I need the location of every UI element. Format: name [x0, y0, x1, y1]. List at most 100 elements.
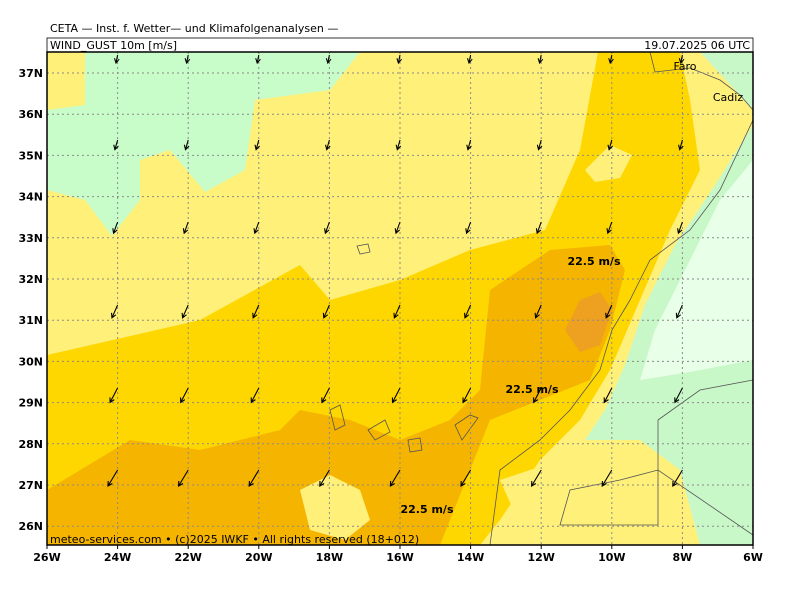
wind-arrow [389, 469, 401, 487]
lat-label: 30N [18, 355, 43, 368]
field-yellow-south [500, 460, 600, 525]
lon-label: 20W [245, 551, 272, 564]
wind-arrow [535, 221, 542, 235]
wind-arrow [391, 387, 401, 404]
wind-arrow [107, 469, 119, 487]
wind-arrow [325, 139, 331, 151]
lat-label: 28N [18, 438, 43, 451]
contour-label: 22.5 m/s [506, 383, 559, 396]
lat-label: 34N [18, 191, 43, 204]
wind-arrow [536, 139, 543, 151]
wind-arrow [254, 139, 260, 151]
island [454, 414, 479, 441]
wind-arrow [465, 221, 472, 235]
coastline-iberia [649, 52, 753, 111]
lat-label: 26N [18, 520, 43, 533]
wind-arrow [606, 221, 613, 235]
wind-arrow [113, 139, 119, 151]
place-label: Cadiz [713, 91, 743, 104]
wind-arrow [248, 469, 260, 487]
wind-arrow [112, 221, 119, 235]
wind-arrow [466, 139, 472, 151]
lon-label: 16W [386, 551, 413, 564]
lon-label: 6W [743, 551, 763, 564]
wind-arrow [533, 387, 542, 404]
wind-arrow [253, 221, 260, 235]
wind-arrow [321, 387, 330, 404]
border [559, 379, 753, 536]
wind-arrow [672, 469, 683, 487]
wind-arrow [181, 304, 189, 319]
lon-label: 8W [673, 551, 693, 564]
lon-label: 24W [104, 551, 131, 564]
wind-arrow [463, 304, 472, 319]
lat-label: 31N [18, 314, 43, 327]
wind-arrow [113, 54, 120, 65]
wind-arrow [601, 469, 613, 487]
wind-arrow [608, 54, 614, 65]
graticule [47, 52, 753, 545]
lat-label: 33N [18, 232, 43, 245]
wind-arrow [603, 387, 613, 404]
wind-arrow [396, 54, 403, 65]
wind-arrow [110, 304, 119, 319]
wind-arrow [534, 304, 542, 319]
wind-arrow [184, 54, 191, 65]
wind-arrow [607, 139, 613, 151]
lat-label: 36N [18, 108, 43, 121]
wind-arrow [537, 54, 544, 65]
lat-label: 37N [18, 67, 43, 80]
wind-arrow [319, 469, 330, 487]
wind-arrow [250, 387, 260, 404]
field-name: WIND_GUST 10m [m/s] [50, 39, 177, 52]
wind-arrow [395, 139, 402, 151]
wind-arrow [675, 304, 683, 319]
field-green [47, 52, 360, 236]
island [407, 437, 423, 453]
contour-label: 22.5 m/s [401, 503, 454, 516]
wind-arrow [325, 54, 332, 65]
copyright: meteo-services.com • (c)2025 IWKF • All … [50, 533, 419, 546]
lon-label: 22W [174, 551, 201, 564]
title: CETA — Inst. f. Wetter— und Klimafolgena… [50, 22, 338, 35]
wind-arrow [178, 469, 189, 487]
wind-arrow [605, 304, 613, 319]
wind-arrow [678, 54, 685, 65]
field-gold [47, 52, 700, 545]
wind-arrow [255, 54, 261, 65]
field-yellow-spot [585, 145, 632, 182]
wind-arrow [324, 221, 330, 235]
lat-label: 35N [18, 149, 43, 162]
wind-arrow [678, 139, 684, 151]
field-green-ne [700, 52, 753, 110]
place-label: Faro [673, 60, 696, 73]
wind-arrow [674, 387, 683, 404]
wind-arrow [462, 387, 472, 404]
coastline-africa [489, 119, 753, 545]
island [329, 404, 346, 431]
wind-arrow [182, 221, 189, 235]
wind-arrow [252, 304, 260, 319]
wind-arrow [394, 221, 401, 235]
wind-arrow [677, 221, 683, 235]
island [367, 419, 391, 441]
wind-arrow [109, 387, 119, 404]
wind-arrow [393, 304, 401, 319]
field-yellow-blob [300, 475, 370, 540]
contour-label: 22.5 m/s [568, 255, 621, 268]
lon-label: 10W [598, 551, 625, 564]
wind-arrow [180, 387, 189, 404]
wind-arrow [183, 139, 190, 151]
wind-arrow [531, 469, 542, 487]
lat-label: 27N [18, 479, 43, 492]
wind-arrow [466, 54, 473, 65]
wind-arrow [460, 469, 472, 487]
lon-label: 18W [316, 551, 343, 564]
datetime: 19.07.2025 06 UTC [644, 39, 750, 52]
wind-arrows [107, 54, 685, 487]
lon-label: 14W [457, 551, 484, 564]
wind-arrow [322, 304, 330, 319]
lat-label: 29N [18, 397, 43, 410]
lon-label: 26W [33, 551, 60, 564]
